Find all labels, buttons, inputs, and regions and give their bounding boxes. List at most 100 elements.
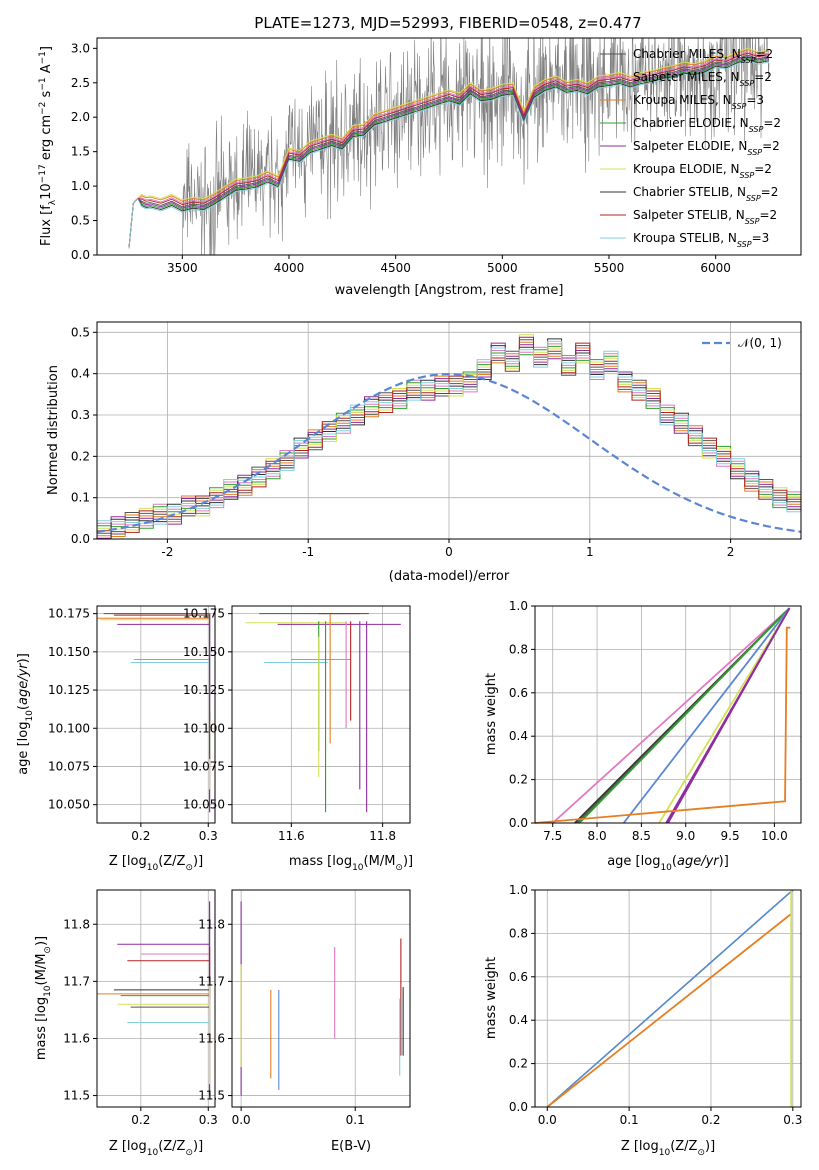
- x-axis-label: wavelength [Angstrom, rest frame]: [335, 283, 564, 298]
- y-tick-label: 11.6: [63, 1031, 90, 1045]
- y-axis-label: age [log10(age/yr)]: [16, 653, 35, 775]
- x-tick-label: 7.5: [543, 829, 562, 843]
- legend-entry: Salpeter STELIB, NSSP=2: [633, 208, 777, 226]
- y-tick-label: 0.1: [71, 491, 90, 505]
- y-tick-label: 10.125: [48, 683, 90, 697]
- plot-area-spectrum: [128, 38, 770, 255]
- plot-area-age-vs-z: [97, 613, 211, 813]
- y-tick-label: 0.4: [71, 367, 90, 381]
- x-tick-label: 0.0: [232, 1113, 251, 1127]
- y-tick-label: 0.8: [509, 642, 528, 656]
- x-tick-label: -2: [161, 545, 173, 559]
- y-axis-label: Normed distribution: [46, 365, 61, 495]
- legend-entry: Salpeter ELODIE, NSSP=2: [633, 139, 780, 157]
- legend-entry: Kroupa STELIB, NSSP=3: [633, 231, 769, 249]
- y-tick-label: 0.3: [71, 408, 90, 422]
- y-tick-label: 10.150: [183, 645, 225, 659]
- y-axis-label: mass weight: [484, 957, 499, 1039]
- x-tick-label: 5000: [487, 261, 518, 275]
- y-tick-label: 0.6: [509, 686, 528, 700]
- histograms: [97, 334, 801, 539]
- axes-mass-vs-ebv: [228, 889, 411, 1111]
- histogram-step: [97, 343, 801, 539]
- y-tick-label: 0.4: [509, 729, 528, 743]
- cumulative-line: [552, 607, 791, 824]
- y-tick-label: 2.5: [71, 76, 90, 90]
- observed-spectrum: [182, 38, 770, 255]
- legend-entry: 𝒩(0, 1): [738, 336, 782, 350]
- y-tick-label: 2.0: [71, 110, 90, 124]
- x-tick-label: 8.0: [588, 829, 607, 843]
- axes-frame: [96, 889, 216, 1108]
- axes-spectrum: Chabrier MILES, NSSP=2 Salpeter MILES, NS…: [93, 37, 802, 259]
- x-axis-label: E(B-V): [331, 1139, 371, 1154]
- plot-area-residuals: [97, 334, 801, 539]
- x-axis-label: age [log10(age/yr)]: [607, 854, 729, 873]
- spectrum-lines: [128, 38, 770, 255]
- y-tick-label: 0.5: [71, 325, 90, 339]
- x-axis-label: Z [log10(Z/Z⊙)]: [109, 854, 203, 873]
- histogram-step: [97, 340, 801, 539]
- x-tick-label: 11.6: [278, 829, 305, 843]
- x-tick-label: 6000: [700, 261, 731, 275]
- cumulative-line: [546, 913, 792, 1108]
- y-tick-label: 10.050: [48, 798, 90, 812]
- y-tick-label: 10.075: [183, 759, 225, 773]
- y-tick-label: 0.0: [71, 248, 90, 262]
- y-tick-label: 0.0: [509, 816, 528, 830]
- legend-entry: Chabrier STELIB, NSSP=2: [633, 185, 778, 203]
- cumulative-line: [546, 889, 794, 1108]
- cumulative-line: [622, 607, 791, 824]
- y-tick-label: 11.7: [63, 974, 90, 988]
- plot-area-cumulative-age: [534, 607, 791, 824]
- x-tick-label: 0.3: [199, 1113, 218, 1127]
- cumulative-line: [534, 626, 791, 824]
- axes-age-vs-z: [93, 605, 216, 827]
- y-tick-label: 10.075: [48, 759, 90, 773]
- axes-frame: [96, 37, 802, 256]
- model-curve: [128, 56, 770, 249]
- plot-layer: Chabrier MILES, NSSP=2 Salpeter MILES, NS…: [16, 37, 802, 1158]
- axes-residuals: [93, 321, 802, 543]
- y-tick-label: 1.0: [509, 599, 528, 613]
- axes-mass-vs-z: [93, 889, 216, 1111]
- x-tick-label: 4500: [380, 261, 411, 275]
- model-curve: [128, 57, 770, 249]
- y-axis-label: mass weight: [484, 673, 499, 755]
- x-tick-label: 0.2: [131, 829, 150, 843]
- axes-frame: [96, 605, 216, 824]
- y-tick-label: 0.0: [509, 1100, 528, 1114]
- x-tick-label: 10.0: [761, 829, 788, 843]
- x-tick-label: 0.2: [131, 1113, 150, 1127]
- x-tick-label: 9.0: [676, 829, 695, 843]
- cumulative-line: [667, 607, 791, 824]
- legend-entry: Kroupa ELODIE, NSSP=2: [633, 162, 772, 180]
- axes-frame: [534, 605, 802, 824]
- x-tick-label: 0.3: [783, 1113, 802, 1127]
- axes-cumulative-age: [531, 605, 802, 827]
- x-axis-label: Z [log10(Z/Z⊙)]: [109, 1139, 203, 1158]
- legend-entry: Chabrier MILES, NSSP=2: [633, 47, 773, 65]
- x-tick-label: 4000: [274, 261, 305, 275]
- y-tick-label: 0.0: [71, 532, 90, 546]
- plot-area-mass-vs-ebv: [240, 901, 404, 1096]
- y-tick-label: 1.0: [509, 883, 528, 897]
- x-axis-label: (data-model)/error: [389, 569, 510, 584]
- legend-entry: Salpeter MILES, NSSP=2: [633, 70, 772, 88]
- x-tick-label: 0.0: [538, 1113, 557, 1127]
- x-tick-label: -1: [302, 545, 314, 559]
- axes-frame: [231, 889, 411, 1108]
- x-tick-label: 0.1: [346, 1113, 365, 1127]
- y-tick-label: 11.5: [63, 1089, 90, 1103]
- x-tick-label: 0.3: [199, 829, 218, 843]
- axes-frame: [231, 605, 411, 824]
- x-tick-label: 9.5: [721, 829, 740, 843]
- y-axis-label: mass [log10(M/M⊙)]: [34, 936, 53, 1060]
- model-curve: [128, 52, 770, 249]
- axes-age-vs-mass: [228, 605, 411, 827]
- y-tick-label: 11.5: [198, 1089, 225, 1103]
- y-tick-label: 10.100: [183, 721, 225, 735]
- y-tick-label: 3.0: [71, 41, 90, 55]
- plot-area-mass-vs-z: [97, 901, 211, 1096]
